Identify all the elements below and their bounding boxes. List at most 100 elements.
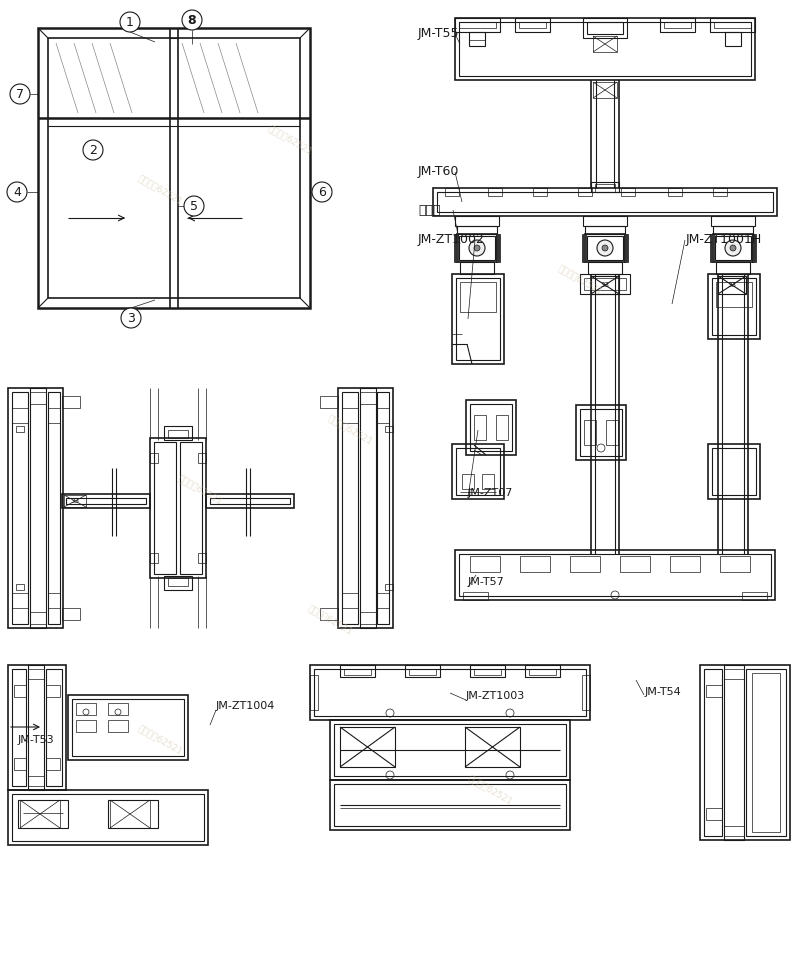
Bar	[454, 234, 458, 262]
Bar	[38, 28, 310, 308]
Bar	[455, 18, 755, 80]
Bar	[724, 665, 744, 840]
Bar	[660, 18, 695, 32]
Bar	[455, 216, 499, 226]
Bar	[12, 392, 28, 624]
Bar	[377, 392, 389, 624]
Circle shape	[83, 140, 103, 160]
Bar	[474, 669, 501, 675]
Bar	[28, 669, 44, 679]
Text: 7: 7	[16, 88, 24, 101]
Bar	[664, 22, 691, 28]
Bar	[714, 22, 751, 28]
Text: 2: 2	[89, 144, 97, 156]
Bar	[437, 192, 773, 212]
Bar	[456, 278, 500, 360]
Bar	[377, 593, 389, 608]
Text: 8: 8	[188, 14, 196, 26]
Bar	[455, 550, 775, 600]
Bar	[716, 262, 750, 274]
Text: JM-ZT1001H: JM-ZT1001H	[686, 234, 762, 246]
Bar	[466, 400, 516, 455]
Text: JM-T55: JM-T55	[418, 27, 459, 40]
Bar	[334, 724, 566, 776]
Bar	[8, 790, 208, 845]
Circle shape	[184, 196, 204, 216]
Bar	[46, 685, 60, 697]
Text: 嘉門科技62521: 嘉門科技62521	[466, 774, 514, 806]
Text: 1: 1	[126, 16, 134, 28]
Text: 5: 5	[190, 199, 198, 213]
Bar	[710, 234, 714, 262]
Bar	[198, 553, 206, 563]
Bar	[360, 392, 376, 404]
Bar	[210, 498, 290, 504]
Bar	[720, 556, 750, 572]
Bar	[668, 188, 682, 196]
Bar	[583, 18, 627, 38]
Bar	[462, 474, 474, 489]
Bar	[580, 409, 622, 456]
Bar	[30, 392, 46, 404]
Bar	[48, 408, 60, 423]
Bar	[28, 776, 44, 786]
Bar	[469, 32, 485, 46]
Bar	[515, 18, 550, 32]
Bar	[459, 22, 751, 76]
Bar	[46, 669, 62, 786]
Text: 33: 33	[601, 282, 610, 288]
Bar	[150, 453, 158, 463]
Bar	[48, 593, 60, 608]
Bar	[570, 556, 600, 572]
Bar	[452, 274, 504, 364]
Bar	[385, 426, 393, 432]
Bar	[12, 593, 28, 608]
Bar	[519, 22, 546, 28]
Bar	[585, 226, 625, 234]
Bar	[584, 420, 596, 445]
Circle shape	[597, 240, 613, 256]
Bar	[360, 388, 376, 628]
Bar	[708, 274, 760, 339]
Bar	[342, 392, 358, 624]
Circle shape	[474, 245, 480, 251]
Bar	[488, 188, 502, 196]
Bar	[587, 236, 623, 260]
Bar	[593, 36, 617, 52]
Bar	[64, 495, 86, 507]
Bar	[746, 669, 786, 836]
Bar	[595, 184, 615, 192]
Bar	[150, 553, 158, 563]
Bar	[46, 758, 60, 770]
Bar	[713, 226, 753, 234]
Bar	[72, 699, 184, 756]
Bar	[344, 669, 371, 675]
Text: 防擺輪: 防擺輪	[418, 203, 441, 217]
Bar	[342, 593, 358, 608]
Bar	[533, 188, 547, 196]
Bar	[496, 234, 500, 262]
Bar	[310, 675, 318, 710]
Bar	[12, 794, 204, 841]
Text: JM-ZT1002: JM-ZT1002	[418, 234, 485, 246]
Bar	[30, 612, 46, 624]
Bar	[606, 420, 618, 445]
Bar	[715, 236, 751, 260]
Bar	[470, 556, 500, 572]
Bar	[496, 415, 508, 440]
Bar	[712, 278, 756, 335]
Text: 嘉門科技62521: 嘉門科技62521	[266, 124, 314, 156]
Circle shape	[602, 245, 608, 251]
Text: 33: 33	[727, 282, 737, 288]
Bar	[576, 405, 626, 460]
Bar	[712, 448, 756, 495]
Bar	[752, 673, 780, 832]
Bar	[670, 556, 700, 572]
Bar	[752, 234, 756, 262]
Bar	[582, 675, 590, 710]
Bar	[28, 665, 44, 790]
Bar	[710, 18, 755, 32]
Bar	[465, 727, 520, 767]
Bar	[405, 665, 440, 677]
Bar	[582, 234, 586, 262]
